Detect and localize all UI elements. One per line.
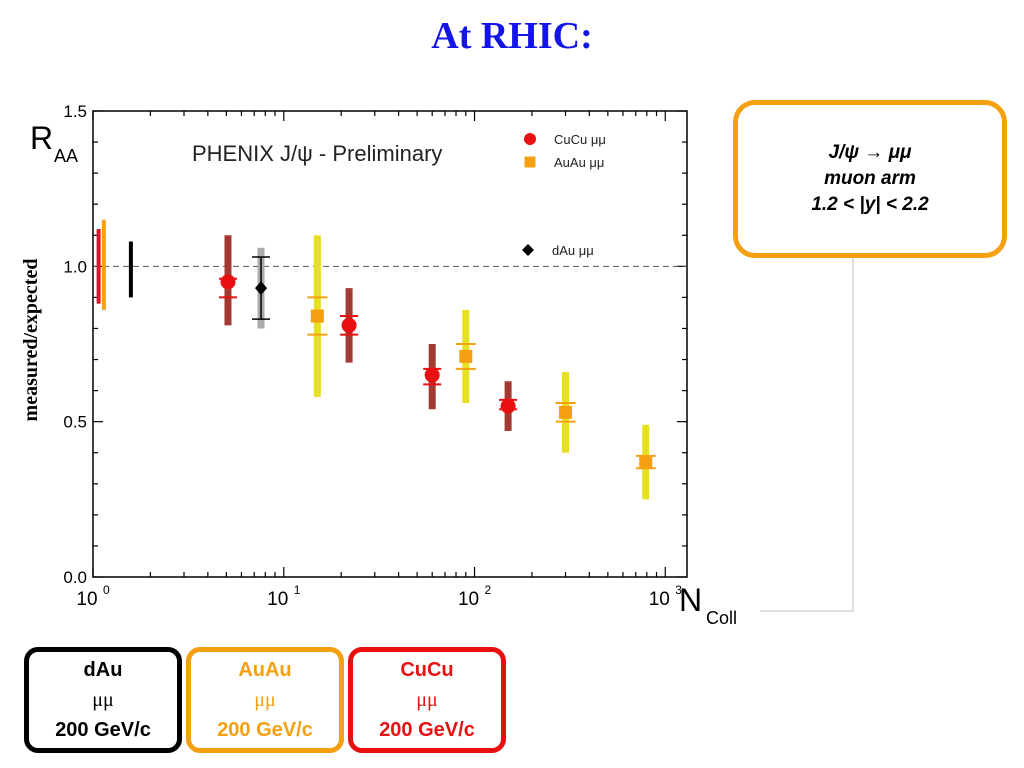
system-energy: 200 GeV/c xyxy=(55,719,151,741)
y-tick-label: 0.5 xyxy=(63,413,87,432)
point-auau xyxy=(559,405,573,419)
system-name: dAu xyxy=(83,659,123,681)
x-tick-label-exponent: 2 xyxy=(485,583,492,597)
system-channel: μμ xyxy=(254,689,276,711)
info-line-decay: J/ψ → μμ xyxy=(828,142,912,163)
x-tick-label-exponent: 0 xyxy=(103,583,110,597)
legend: CuCu μμ AuAu μμ dAu μμ xyxy=(522,132,606,258)
x-tick-label-exponent: 1 xyxy=(294,583,301,597)
x-tick-label: 10 xyxy=(649,589,670,610)
system-channel: μμ xyxy=(416,689,438,711)
point-auau xyxy=(459,349,473,363)
system-box-auau: AuAu μμ 200 GeV/c xyxy=(186,647,344,753)
y-tick-label: 0.0 xyxy=(63,568,87,587)
x-tick-label-exponent: 3 xyxy=(675,583,682,597)
info-line-rapidity: 1.2 < |y| < 2.2 xyxy=(811,194,929,215)
info-line-arm: muon arm xyxy=(824,168,916,189)
x-axis-label: N xyxy=(679,582,702,618)
x-tick-label: 10 xyxy=(458,589,479,610)
system-box-cucu: CuCu μμ 200 GeV/c xyxy=(348,647,506,753)
x-tick-label: 10 xyxy=(267,589,288,610)
legend-label: dAu μμ xyxy=(552,243,594,258)
system-name: CuCu xyxy=(400,659,454,681)
point-cucu xyxy=(424,367,440,383)
legend-marker-dau xyxy=(522,244,534,256)
x-tick-label: 10 xyxy=(76,589,97,610)
plot-title: PHENIX J/ψ - Preliminary xyxy=(192,141,442,166)
info-box: J/ψ → μμ muon arm 1.2 < |y| < 2.2 xyxy=(733,100,1007,258)
axis-ticks: 0.0 0.5 1.0 1.5 10 0 10 1 10 2 10 3 xyxy=(63,102,687,610)
system-energy: 200 GeV/c xyxy=(217,719,313,741)
point-cucu xyxy=(220,274,236,290)
global-uncertainty-bars xyxy=(96,219,133,310)
y-axis-label: R xyxy=(30,120,53,156)
system-name: AuAu xyxy=(238,659,292,681)
plot-frame xyxy=(92,110,688,578)
legend-label: CuCu μμ xyxy=(554,132,606,147)
y-axis-label-sub: AA xyxy=(54,146,78,166)
legend-marker-auau xyxy=(524,156,536,168)
point-cucu xyxy=(500,398,516,414)
x-axis-label-sub: Coll xyxy=(706,608,737,628)
y-tick-label: 1.5 xyxy=(63,102,87,121)
system-channel: μμ xyxy=(92,689,114,711)
y-axis-secondary-label: measured/expected xyxy=(20,258,42,422)
data-points xyxy=(218,235,656,500)
legend-marker-cucu xyxy=(524,133,536,145)
legend-label: AuAu μμ xyxy=(554,155,604,170)
slide-title: At RHIC: xyxy=(431,15,593,57)
connector-line xyxy=(760,258,854,612)
point-auau xyxy=(310,309,324,323)
point-cucu xyxy=(341,317,357,333)
point-auau xyxy=(639,455,653,469)
system-energy: 200 GeV/c xyxy=(379,719,475,741)
y-tick-label: 1.0 xyxy=(63,257,87,276)
system-box-dau: dAu μμ 200 GeV/c xyxy=(24,647,182,753)
point-dau xyxy=(255,281,268,296)
